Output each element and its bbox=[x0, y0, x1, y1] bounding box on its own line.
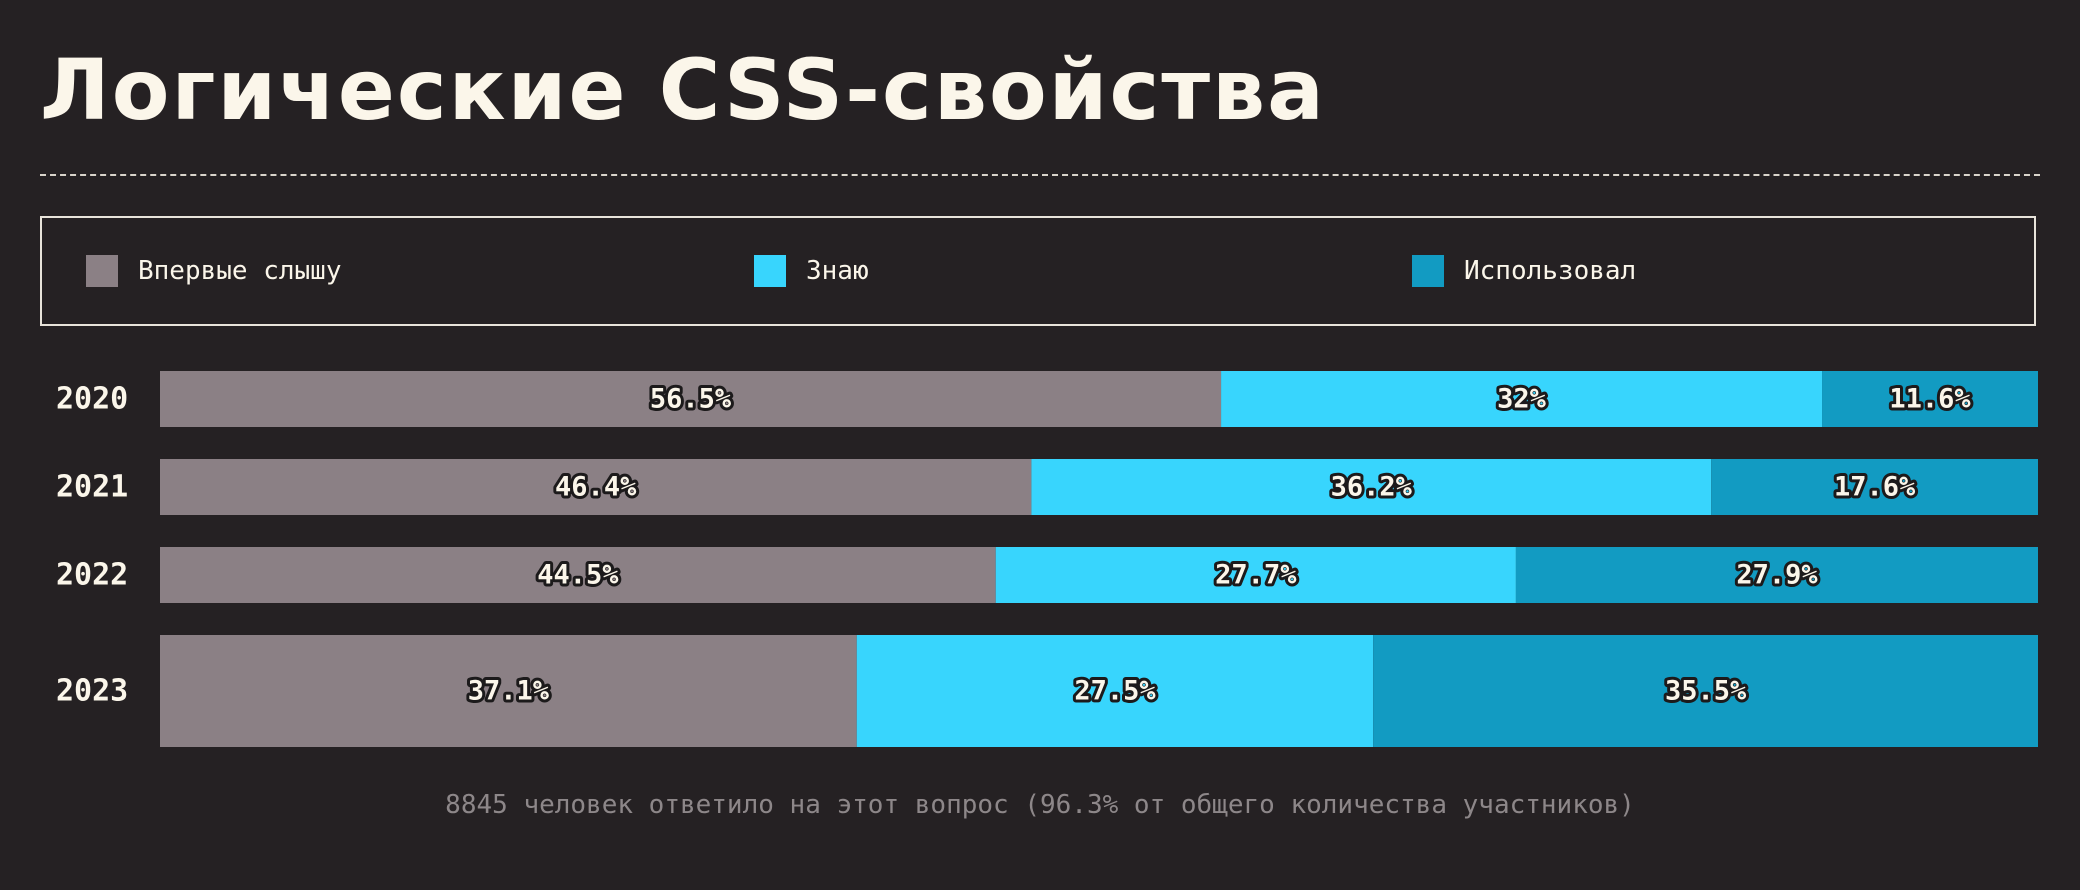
data-label-2023-series-1: 27.5% bbox=[1074, 676, 1156, 707]
bar-2022-series-1 bbox=[995, 547, 1516, 603]
legend-swatch-know bbox=[754, 255, 786, 287]
bar-2020-series-0 bbox=[160, 371, 1222, 427]
data-label-2021-series-0: 46.4% bbox=[555, 472, 637, 503]
bar-2021-series-1 bbox=[1031, 459, 1712, 515]
data-label-2023-series-0: 37.1% bbox=[468, 676, 550, 707]
bar-2022-series-2 bbox=[1515, 547, 2038, 603]
category-label-2023: 2023 bbox=[56, 674, 128, 709]
legend-label-know: Знаю bbox=[806, 256, 869, 286]
data-label-2020-series-0: 56.5% bbox=[650, 384, 732, 415]
legend-swatch-first-time-heard bbox=[86, 255, 118, 287]
legend-item-know: Знаю bbox=[754, 218, 869, 324]
bar-2023-series-2 bbox=[1373, 635, 2038, 747]
legend-item-first-time-heard: Впервые слышу bbox=[86, 218, 342, 324]
legend-label-used: Использовал bbox=[1464, 256, 1637, 286]
data-label-2021-series-1: 36.2% bbox=[1331, 472, 1413, 503]
bar-2021-series-2 bbox=[1711, 459, 2038, 515]
category-label-2022: 2022 bbox=[56, 558, 128, 593]
legend-label-first-time-heard: Впервые слышу bbox=[138, 256, 342, 286]
chart-title: Логические CSS-свойства bbox=[40, 41, 1326, 139]
bar-2022-series-0 bbox=[160, 547, 996, 603]
bar-2020-series-1 bbox=[1221, 371, 1823, 427]
data-label-2022-series-0: 44.5% bbox=[537, 560, 619, 591]
bar-2023-series-0 bbox=[160, 635, 857, 747]
bar-2023-series-1 bbox=[856, 635, 1374, 747]
legend-item-used: Использовал bbox=[1412, 218, 1636, 324]
data-label-2020-series-2: 11.6% bbox=[1889, 384, 1971, 415]
category-label-2020: 2020 bbox=[56, 382, 128, 417]
data-label-2021-series-2: 17.6% bbox=[1834, 472, 1916, 503]
data-label-2022-series-1: 27.7% bbox=[1215, 560, 1297, 591]
data-label-2022-series-2: 27.9% bbox=[1736, 560, 1818, 591]
bar-2020-series-2 bbox=[1822, 371, 2038, 427]
bar-2021-series-0 bbox=[160, 459, 1032, 515]
legend-swatch-used bbox=[1412, 255, 1444, 287]
chart-legend: Впервые слышу Знаю Использовал bbox=[40, 216, 2036, 326]
category-label-2021: 2021 bbox=[56, 470, 128, 505]
dashed-divider bbox=[40, 174, 2040, 176]
data-label-2020-series-1: 32% bbox=[1497, 384, 1547, 415]
data-label-2023-series-2: 35.5% bbox=[1665, 676, 1747, 707]
footnote: 8845 человек ответило на этот вопрос (96… bbox=[445, 790, 1635, 820]
